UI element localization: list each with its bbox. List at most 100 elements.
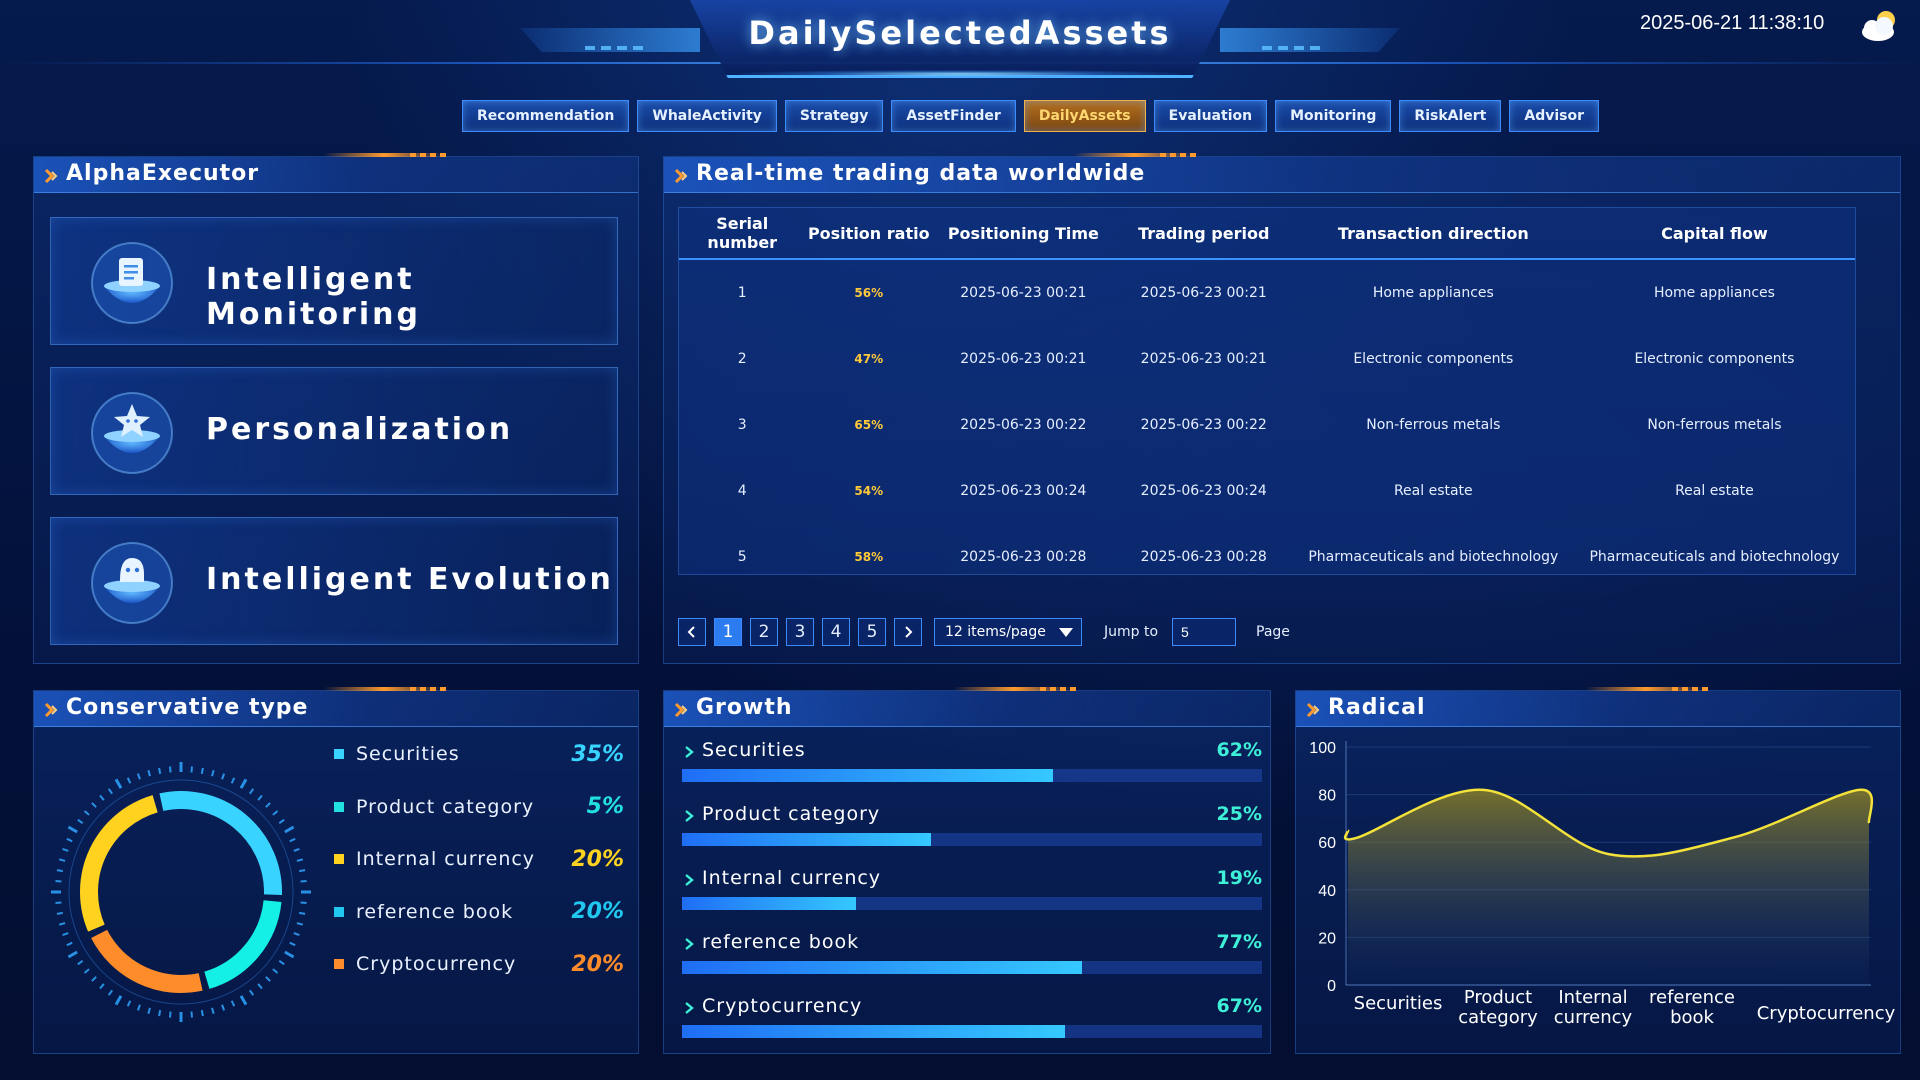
growth-bar-fill bbox=[682, 1025, 1065, 1038]
donut-tick bbox=[190, 766, 193, 773]
x-tick-label: Cryptocurrency bbox=[1757, 1003, 1896, 1024]
table-row[interactable]: 4 54% 2025-06-23 00:24 2025-06-23 00:24 Real… bbox=[679, 458, 1855, 524]
feature-label: Personalization bbox=[206, 412, 514, 447]
next-page-button[interactable] bbox=[894, 618, 922, 646]
growth-value: 67% bbox=[1216, 995, 1262, 1017]
page-button-5[interactable]: 5 bbox=[858, 618, 886, 646]
donut-tick bbox=[55, 901, 62, 904]
legend-value: 35% bbox=[571, 741, 624, 767]
main-nav: Recommendation WhaleActivity Strategy Asset… bbox=[462, 100, 1600, 132]
tab-assetfinder[interactable]: AssetFinder bbox=[891, 100, 1016, 132]
growth-bar-track bbox=[682, 961, 1262, 974]
donut-tick bbox=[55, 880, 62, 883]
page-button-4[interactable]: 4 bbox=[822, 618, 850, 646]
column-header-trading-period[interactable]: Trading period bbox=[1138, 223, 1270, 243]
donut-segment bbox=[204, 899, 282, 989]
column-header-transaction-direction[interactable]: Transaction direction bbox=[1337, 223, 1529, 243]
cell-capital-flow: Non-ferrous metals bbox=[1647, 417, 1782, 433]
y-tick-label: 100 bbox=[1309, 740, 1336, 757]
prev-page-button[interactable] bbox=[678, 618, 706, 646]
legend-value: 20% bbox=[571, 846, 624, 872]
donut-tick bbox=[62, 847, 69, 852]
legend-item-product-category: Product category 5% bbox=[334, 792, 624, 822]
tab-advisor[interactable]: Advisor bbox=[1509, 100, 1600, 132]
growth-value: 19% bbox=[1216, 867, 1262, 889]
tab-evaluation[interactable]: Evaluation bbox=[1153, 100, 1268, 132]
column-header-capital-flow[interactable]: Capital flow bbox=[1661, 223, 1768, 243]
donut-tick bbox=[83, 810, 90, 816]
donut-tick bbox=[221, 773, 226, 780]
tab-whaleactivity[interactable]: WhaleActivity bbox=[637, 100, 777, 132]
donut-tick bbox=[200, 1010, 204, 1017]
donut-tick bbox=[136, 1004, 141, 1011]
donut-tick bbox=[136, 773, 141, 780]
alpha-executor-panel: AlphaExecutor Intelligent Monitoring bbox=[33, 153, 639, 664]
tab-monitoring[interactable]: Monitoring bbox=[1275, 100, 1392, 132]
datetime-display: 2025-06-21 11:38:10 bbox=[1640, 12, 1825, 34]
donut-tick bbox=[169, 1011, 172, 1018]
donut-tick bbox=[300, 880, 307, 883]
donut-tick bbox=[67, 950, 78, 959]
table-row[interactable]: 2 47% 2025-06-23 00:21 2025-06-23 00:21 Elec… bbox=[679, 326, 1855, 392]
donut-tick bbox=[299, 911, 306, 915]
x-tick-label: Product category bbox=[1458, 987, 1538, 1028]
cell-transaction-direction: Home appliances bbox=[1372, 285, 1494, 301]
column-header-positioning-time[interactable]: Positioning Time bbox=[947, 223, 1099, 243]
tab-recommendation[interactable]: Recommendation bbox=[462, 100, 630, 132]
table-row[interactable]: 5 58% 2025-06-23 00:28 2025-06-23 00:28 Phar… bbox=[679, 524, 1855, 590]
column-header-serial-number[interactable]: Serial number bbox=[707, 214, 778, 252]
cell-positioning-time: 2025-06-23 00:21 bbox=[960, 285, 1087, 301]
table-row[interactable]: 3 65% 2025-06-23 00:22 2025-06-23 00:22 Non-… bbox=[679, 392, 1855, 458]
tab-riskalert[interactable]: RiskAlert bbox=[1399, 100, 1502, 132]
jump-to-label: Jump to bbox=[1104, 624, 1159, 640]
donut-tick bbox=[257, 794, 263, 801]
table-row[interactable]: 1 56% 2025-06-23 00:21 2025-06-23 00:21 Home… bbox=[679, 260, 1855, 326]
header-accent-chevrons bbox=[410, 153, 450, 157]
legend-swatch bbox=[334, 959, 344, 969]
donut-tick bbox=[296, 922, 303, 926]
column-header-position-ratio[interactable]: Position ratio bbox=[807, 223, 930, 243]
cell-serial-number: 4 bbox=[737, 483, 747, 499]
donut-tick bbox=[296, 858, 303, 862]
title-glow bbox=[740, 70, 1180, 78]
donut-tick bbox=[66, 941, 73, 947]
tab-dailyassets[interactable]: DailyAssets bbox=[1023, 100, 1146, 132]
y-tick-label: 80 bbox=[1318, 788, 1336, 805]
page-button-2[interactable]: 2 bbox=[750, 618, 778, 646]
page-button-3[interactable]: 3 bbox=[786, 618, 814, 646]
donut-tick bbox=[272, 968, 279, 974]
donut-tick bbox=[99, 794, 105, 801]
legend-item-securities: Securities 35% bbox=[334, 739, 624, 769]
panel-header: Real-time trading data worldwide bbox=[664, 153, 1900, 193]
radical-area-chart: 0 20 40 60 80 100 Securities Product category Int… bbox=[1309, 740, 1896, 1028]
feature-card-intelligent-monitoring[interactable]: Intelligent Monitoring bbox=[50, 217, 618, 345]
panel-title: Growth bbox=[696, 695, 793, 720]
trading-data-panel: Real-time trading data worldwide Serial … bbox=[663, 153, 1901, 664]
cell-position-ratio: 65% bbox=[854, 418, 884, 432]
jump-to-input[interactable] bbox=[1172, 618, 1237, 646]
feature-label: Intelligent Monitoring bbox=[206, 262, 421, 332]
page-size-select[interactable]: 12 items/page bbox=[934, 618, 1082, 646]
legend-name: Securities bbox=[356, 743, 460, 765]
tab-strategy[interactable]: Strategy bbox=[784, 100, 884, 132]
growth-value: 25% bbox=[1216, 803, 1262, 825]
header-accent-chevrons bbox=[410, 687, 450, 691]
page-button-1[interactable]: 1 bbox=[714, 618, 742, 646]
donut-tick bbox=[300, 901, 307, 904]
y-tick-label: 60 bbox=[1318, 835, 1336, 852]
cell-trading-period: 2025-06-23 00:21 bbox=[1140, 285, 1267, 301]
feature-card-personalization[interactable]: Personalization bbox=[50, 367, 618, 495]
growth-bar-track bbox=[682, 897, 1262, 910]
donut-tick bbox=[239, 995, 248, 1006]
donut-tick bbox=[158, 767, 162, 774]
donut-tick bbox=[107, 989, 113, 996]
cell-trading-period: 2025-06-23 00:24 bbox=[1140, 483, 1267, 499]
donut-tick bbox=[249, 989, 255, 996]
donut-tick bbox=[91, 802, 97, 808]
feature-card-intelligent-evolution[interactable]: Intelligent Evolution bbox=[50, 517, 618, 645]
growth-bar-track bbox=[682, 769, 1262, 782]
growth-name: Internal currency bbox=[702, 867, 882, 889]
growth-bar-fill bbox=[682, 833, 932, 846]
growth-bar-fill bbox=[682, 769, 1054, 782]
